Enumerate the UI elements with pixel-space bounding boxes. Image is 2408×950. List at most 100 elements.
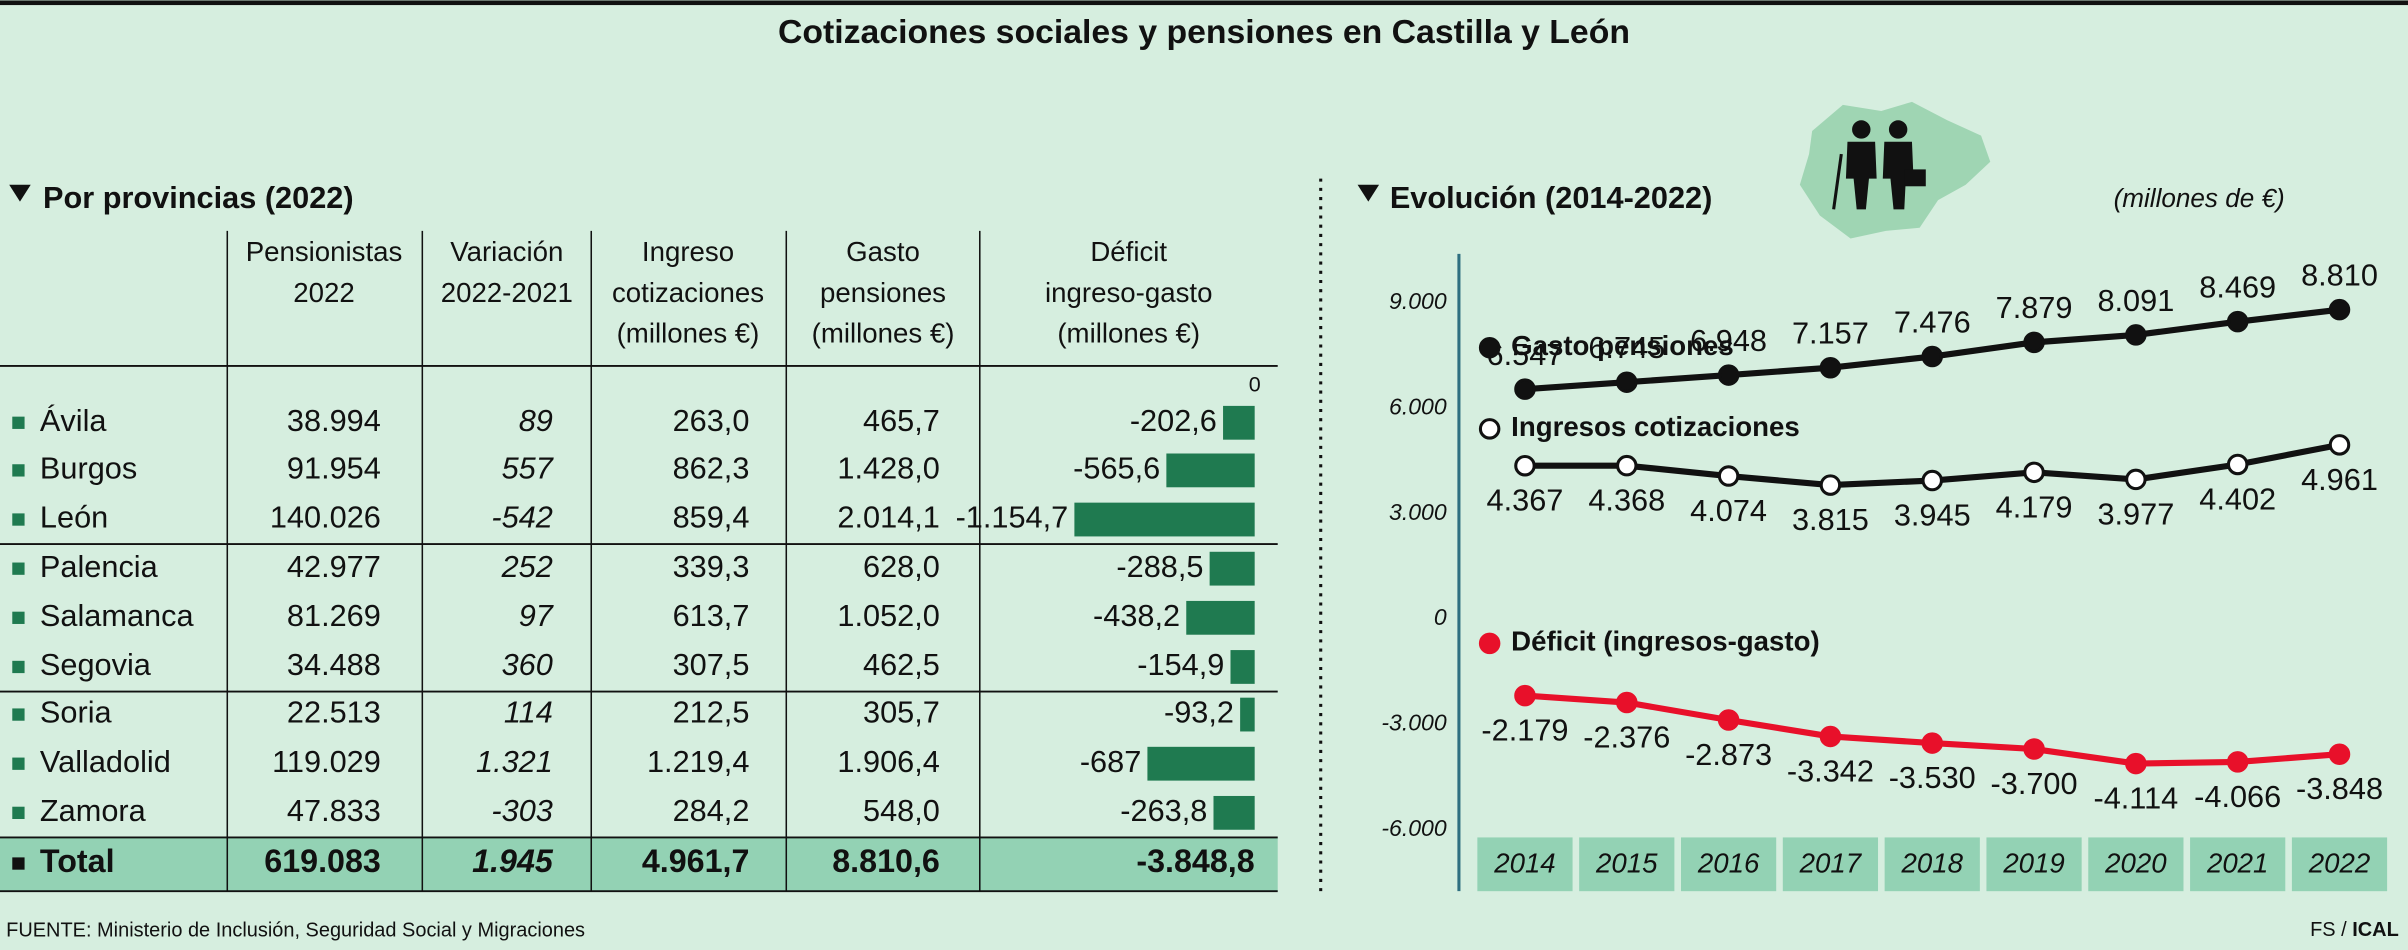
deficit-bar — [1240, 697, 1255, 732]
value-label: 8.810 — [2301, 258, 2378, 293]
column-header: Gasto — [846, 236, 920, 267]
deficit-bar — [1074, 502, 1255, 537]
deficit-label: -565,6 — [1073, 451, 1160, 486]
cell: -542 — [491, 500, 552, 535]
chart-unit: (millones de €) — [2114, 183, 2285, 213]
top-rule — [0, 0, 2408, 6]
value-label: 6.547 — [1487, 337, 1564, 372]
credit-prefix: FS / — [2310, 919, 2347, 941]
x-tick-label: 2019 — [2002, 847, 2064, 878]
row-marker — [12, 806, 25, 819]
x-tick-label: 2021 — [2206, 847, 2268, 878]
value-label: -2.179 — [1481, 713, 1568, 748]
x-category-box — [1782, 837, 1879, 892]
deficit-bar — [1209, 551, 1255, 586]
cell: 1.428,0 — [837, 451, 939, 486]
deficit-axis-label: 0 — [1249, 373, 1261, 397]
value-label: 4.368 — [1588, 483, 1665, 518]
cell: 1.052,0 — [837, 598, 939, 633]
row-marker — [12, 660, 25, 674]
row-name: Ávila — [40, 403, 107, 438]
row-name: Burgos — [40, 451, 137, 486]
column-header: Pensionistas — [246, 236, 403, 267]
point — [2226, 453, 2249, 476]
cell: 140.026 — [270, 500, 381, 535]
value-label: 3.977 — [2097, 496, 2174, 531]
point — [1819, 474, 1842, 496]
point — [2023, 738, 2045, 760]
y-tick-label: -6.000 — [1381, 815, 1446, 841]
row-name: Total — [40, 843, 115, 879]
deficit-label: -288,5 — [1116, 549, 1203, 584]
point — [2125, 752, 2147, 775]
value-label: -2.873 — [1685, 737, 1772, 772]
row-name: Palencia — [40, 549, 159, 584]
deficit-bar — [1230, 650, 1255, 684]
value-label: 7.476 — [1894, 304, 1971, 339]
row-name: Salamanca — [40, 598, 195, 633]
legend-marker — [1478, 632, 1501, 655]
column-header: (millones €) — [812, 318, 955, 349]
x-category-box — [2088, 837, 2184, 892]
point — [2328, 298, 2351, 321]
value-label: 3.815 — [1792, 502, 1869, 537]
x-category-box — [2190, 837, 2286, 892]
deficit-label: -154,9 — [1137, 647, 1224, 682]
column-header: pensiones — [820, 277, 946, 308]
point — [1514, 378, 1536, 400]
deficit-bar — [1213, 795, 1255, 830]
point — [1717, 465, 1740, 487]
deficit-label: -687 — [1080, 744, 1141, 779]
cell: 212,5 — [673, 695, 750, 730]
cell: 557 — [502, 451, 555, 486]
cell: 628,0 — [863, 549, 940, 584]
point — [2328, 743, 2351, 765]
column-header: 2022-2021 — [441, 277, 573, 308]
cell: 548,0 — [863, 793, 940, 828]
legend-label: Ingresos cotizaciones — [1511, 411, 1800, 442]
row-marker — [12, 757, 25, 770]
value-label: -2.376 — [1583, 720, 1670, 755]
deficit-label: -263,8 — [1120, 793, 1207, 828]
value-label: 4.074 — [1690, 493, 1767, 528]
y-tick-label: 0 — [1434, 604, 1447, 630]
x-category-box — [1579, 837, 1675, 892]
point — [2125, 468, 2147, 491]
x-category-box — [2291, 837, 2388, 892]
point — [1514, 684, 1536, 707]
cell: 252 — [501, 549, 553, 584]
legend-label: Gasto pensiones — [1511, 330, 1734, 361]
cell: 1.321 — [476, 744, 553, 779]
value-label: -3.700 — [1991, 766, 2078, 801]
row-marker — [12, 562, 25, 575]
cell: 2.014,1 — [837, 500, 939, 535]
point — [1514, 454, 1536, 477]
value-label: -3.848 — [2296, 771, 2383, 806]
column-header: (millones €) — [617, 318, 760, 349]
point — [1921, 345, 1943, 368]
deficit-bar — [1223, 405, 1255, 440]
point — [1616, 454, 1638, 477]
x-tick-label: 2018 — [1901, 847, 1964, 878]
point — [2226, 310, 2249, 333]
total-cell: 619.083 — [264, 843, 381, 879]
cell: 1.906,4 — [837, 744, 939, 779]
x-tick-label: 2014 — [1493, 847, 1555, 878]
x-category-box — [1680, 837, 1777, 892]
x-category-box — [1986, 837, 2082, 892]
x-tick-label: 2015 — [1595, 847, 1658, 878]
column-header: ingreso-gasto — [1045, 277, 1212, 308]
deficit-label: -93,2 — [1164, 695, 1234, 730]
point — [1616, 371, 1638, 393]
section-title: Por provincias (2022) — [43, 180, 354, 215]
cell: 81.269 — [287, 598, 381, 633]
value-label: 8.469 — [2199, 270, 2276, 305]
deficit-label: -1.154,7 — [956, 500, 1069, 535]
cell: 119.029 — [272, 744, 381, 779]
deficit-label: -438,2 — [1093, 598, 1180, 633]
total-cell: 1.945 — [472, 843, 554, 879]
credit-agency: ICAL — [2352, 919, 2399, 941]
cell: 862,3 — [673, 451, 750, 486]
cell: 339,3 — [673, 549, 750, 584]
